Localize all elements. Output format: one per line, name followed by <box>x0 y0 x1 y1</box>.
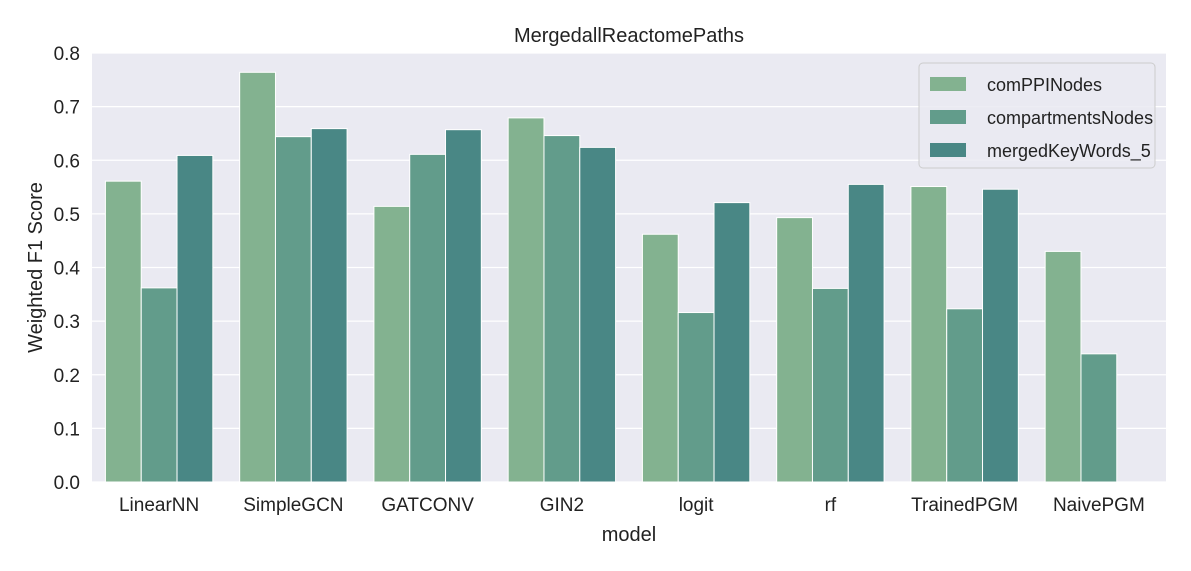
legend-label: mergedKeyWords_5 <box>987 141 1151 162</box>
bar-TrainedPGM-comPPINodes <box>910 186 948 483</box>
x-tick-label: rf <box>825 495 837 516</box>
legend-swatch <box>930 77 966 91</box>
bar-GIN2-mergedKeyWords_5 <box>579 146 617 483</box>
bar-LinearNN-comPPINodes <box>104 180 142 483</box>
x-tick-label: logit <box>679 495 715 516</box>
bar-NaivePGM-compartmentsNodes <box>1080 353 1118 483</box>
bar-rf-comPPINodes <box>776 217 813 483</box>
tick-labels: 0.0 0.1 0.2 0.3 0.4 0.5 0.6 0.7 0.8 LinearNN Simpl… <box>54 44 1145 516</box>
bar-SimpleGCN-compartmentsNodes <box>274 136 312 483</box>
x-tick-label: NaivePGM <box>1053 495 1145 516</box>
x-tick-label: TrainedPGM <box>911 495 1018 516</box>
y-axis-label: Weighted F1 Score <box>25 182 47 353</box>
bar-logit-mergedKeyWords_5 <box>713 202 751 483</box>
bar-GIN2-comPPINodes <box>507 117 545 483</box>
bar-GATCONV-mergedKeyWords_5 <box>445 129 482 483</box>
legend-box <box>918 62 1156 169</box>
bar-GIN2-compartmentsNodes <box>543 135 581 483</box>
legend-label: comPPINodes <box>987 75 1102 95</box>
chart-title: MergedallReactomePaths <box>514 25 744 47</box>
y-tick-label: 0.7 <box>54 98 80 119</box>
bar-TrainedPGM-mergedKeyWords_5 <box>982 188 1019 483</box>
bar-LinearNN-mergedKeyWords_5 <box>176 154 214 483</box>
bar-TrainedPGM-compartmentsNodes <box>946 308 984 483</box>
y-tick-label: 0.3 <box>54 312 80 333</box>
legend-label: compartmentsNodes <box>987 108 1153 128</box>
x-tick-label: LinearNN <box>119 495 199 516</box>
y-tick-label: 0.2 <box>54 366 80 387</box>
bars <box>104 71 1118 483</box>
y-tick-label: 0.6 <box>54 151 80 172</box>
bar-logit-comPPINodes <box>641 233 679 483</box>
y-tick-label: 0.0 <box>54 473 80 494</box>
bar-logit-compartmentsNodes <box>677 312 715 483</box>
y-tick-label: 0.4 <box>54 259 81 280</box>
bar-SimpleGCN-mergedKeyWords_5 <box>310 128 348 483</box>
x-tick-label: GIN2 <box>540 495 584 516</box>
legend-swatch <box>930 143 966 157</box>
y-tick-label: 0.1 <box>54 419 80 440</box>
x-tick-label: GATCONV <box>381 495 474 516</box>
bar-SimpleGCN-comPPINodes <box>239 71 276 483</box>
bar-rf-mergedKeyWords_5 <box>847 183 885 483</box>
bar-GATCONV-compartmentsNodes <box>409 153 447 483</box>
x-axis-label: model <box>602 524 656 546</box>
bar-rf-compartmentsNodes <box>811 287 849 483</box>
y-tick-label: 0.8 <box>54 44 80 65</box>
bar-NaivePGM-comPPINodes <box>1044 250 1082 483</box>
bar-GATCONV-comPPINodes <box>373 205 411 483</box>
legend-swatch <box>930 110 966 124</box>
y-tick-label: 0.5 <box>54 205 80 226</box>
legend: comPPINodes compartmentsNodes mergedKeyWor… <box>918 62 1156 169</box>
x-tick-label: SimpleGCN <box>243 495 343 516</box>
bar-LinearNN-compartmentsNodes <box>140 287 178 483</box>
